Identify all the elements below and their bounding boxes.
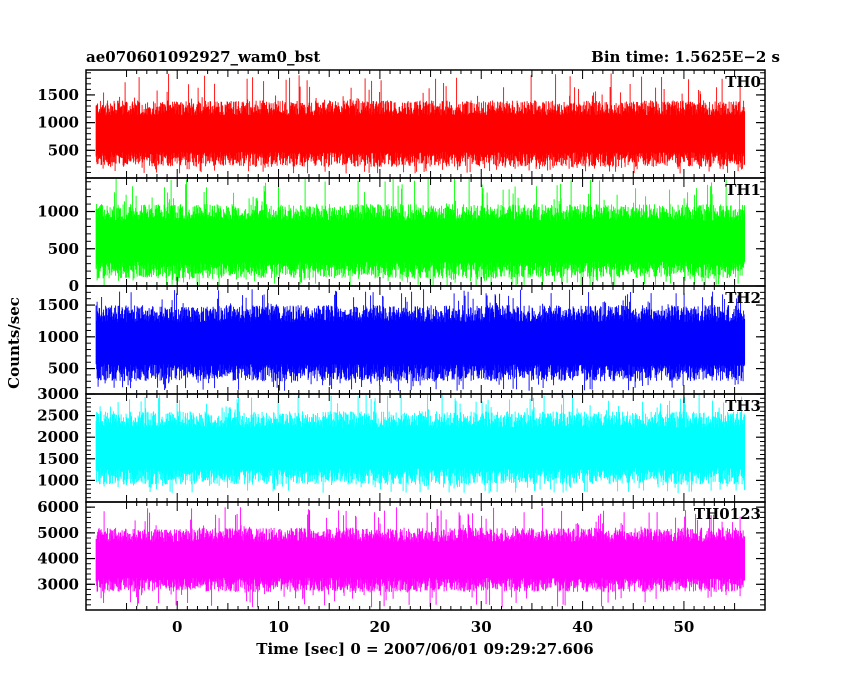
y-tick-label: 1000 [37, 328, 79, 346]
y-tick-label: 500 [48, 141, 79, 159]
y-tick-label: 500 [48, 240, 79, 258]
panel-th1: 0 500 1000 TH1 [37, 177, 766, 295]
y-tick-label: 1000 [37, 114, 79, 132]
chart-title: ae070601092927_wam0_bst [86, 48, 320, 66]
y-tick-label: 1000 [37, 471, 79, 489]
y-tick-label: 3000 [37, 385, 79, 403]
panel-th2: 500 1000 1500 TH2 [37, 285, 766, 395]
y-tick-label: 6000 [37, 498, 79, 516]
y-tick-label: 2500 [37, 407, 79, 425]
y-tick-label: 1500 [37, 450, 79, 468]
x-tick-label: 50 [673, 618, 694, 636]
panel-th3: 1000 1500 2000 2500 3000 TH3 [37, 385, 766, 503]
y-tick-label: 1000 [37, 203, 79, 221]
y-tick-label: 0 [69, 277, 79, 295]
x-tick-label: 20 [369, 618, 390, 636]
panel-label-th0: TH0 [725, 73, 761, 91]
panel-frame [85, 501, 766, 611]
panels-group: 500 1000 1500 TH0 0 500 1000 TH1 500 1000 1500 TH2 1… [37, 69, 766, 611]
series-th0 [95, 73, 746, 174]
panel-label-th1: TH1 [725, 181, 761, 199]
y-tick-label: 1500 [37, 296, 79, 314]
chart-subtitle: Bin time: 1.5625E−2 s [591, 48, 780, 66]
y-axis-label: Counts/sec [5, 297, 23, 389]
x-axis-label: Time [sec] 0 = 2007/06/01 09:29:27.606 [256, 640, 593, 658]
panel-th0123: 3000 4000 5000 6000 TH0123 [37, 498, 766, 611]
series-th0123 [95, 507, 746, 608]
x-tick-label: 10 [268, 618, 289, 636]
y-tick-label: 1500 [37, 86, 79, 104]
y-tick-label: 2000 [37, 428, 79, 446]
series-th1 [95, 179, 746, 285]
panel-label-th2: TH2 [725, 289, 761, 307]
x-tick-label: 40 [572, 618, 593, 636]
panel-th0: 500 1000 1500 TH0 [37, 69, 766, 179]
x-axis-ticks: 0 10 20 30 40 50 [172, 618, 694, 636]
y-tick-label: 500 [48, 360, 79, 378]
y-tick-label: 4000 [37, 550, 79, 568]
y-tick-label: 3000 [37, 575, 79, 593]
x-tick-label: 30 [471, 618, 492, 636]
y-tick-label: 5000 [37, 524, 79, 542]
panel-label-th0123: TH0123 [694, 505, 761, 523]
panel-label-th3: TH3 [725, 397, 761, 415]
x-tick-label: 0 [172, 618, 182, 636]
series-th2 [95, 289, 746, 391]
series-th3 [95, 395, 746, 494]
